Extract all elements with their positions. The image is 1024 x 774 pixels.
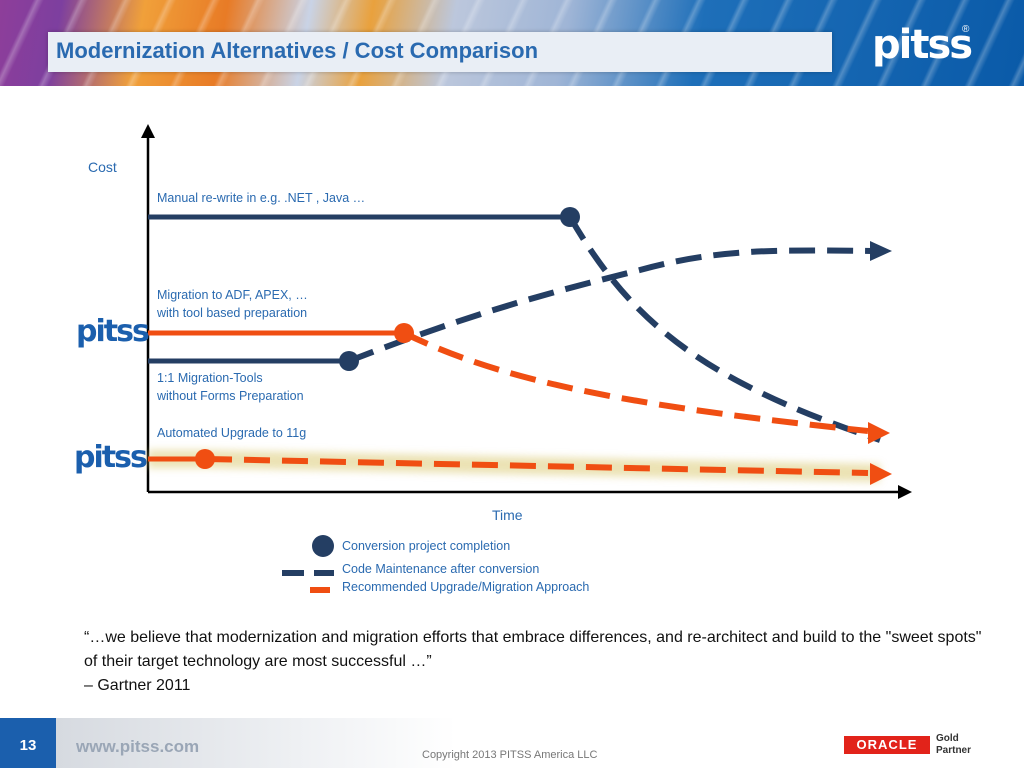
legend-maintenance: Code Maintenance after conversion xyxy=(342,562,540,576)
manual-rewrite-maintenance xyxy=(567,215,881,443)
footer-band xyxy=(56,718,456,768)
page-number: 13 xyxy=(0,718,56,768)
legend-recommended: Recommended Upgrade/Migration Approach xyxy=(342,580,590,594)
pitss-logo: pitss xyxy=(872,22,973,68)
website-link[interactable]: www.pitss.com xyxy=(76,737,200,756)
quote-source: – Gartner 2011 xyxy=(84,677,191,694)
quote-text: “…we believe that modernization and migr… xyxy=(84,629,982,670)
registered-mark: ® xyxy=(962,24,970,35)
pitss-logo-small-2: pitss xyxy=(74,440,148,475)
migration-tools-completion xyxy=(339,351,359,371)
x-axis-arrow xyxy=(898,485,912,499)
label-migration-adf-1: Migration to ADF, APEX, … xyxy=(157,288,308,302)
x-axis-label: Time xyxy=(492,507,523,523)
label-migration-tools-1: 1:1 Migration-Tools xyxy=(157,371,263,385)
automated-upgrade-arrow xyxy=(870,463,892,485)
gold-partner-label: Gold Partner xyxy=(936,733,971,757)
oracle-logo: ORACLE xyxy=(844,736,930,754)
partner-line-1: Gold xyxy=(936,733,959,744)
partner-line-2: Partner xyxy=(936,745,972,756)
migration-tools-maintenance xyxy=(347,247,873,364)
migration-adf-maintenance xyxy=(402,330,869,434)
pitss-logo-small-1: pitss xyxy=(76,314,150,349)
title-box: Modernization Alternatives / Cost Compar… xyxy=(48,32,832,72)
migration-adf-arrow xyxy=(868,422,890,444)
y-axis-arrow xyxy=(141,124,155,138)
label-migration-tools-2: without Forms Preparation xyxy=(157,389,304,403)
migration-adf-completion xyxy=(394,323,414,343)
automated-upgrade-completion xyxy=(195,449,215,469)
slide-title: Modernization Alternatives / Cost Compar… xyxy=(56,38,539,63)
label-manual-rewrite: Manual re-write in e.g. .NET , Java … xyxy=(157,191,366,205)
legend-completion: Conversion project completion xyxy=(342,539,511,553)
copyright-text: Copyright 2013 PITSS America LLC xyxy=(422,749,598,761)
automated-upgrade-maintenance xyxy=(205,456,869,476)
y-axis-label: Cost xyxy=(88,159,117,175)
manual-rewrite-completion xyxy=(560,207,580,227)
gartner-quote: “…we believe that modernization and migr… xyxy=(84,626,994,698)
label-automated-upgrade: Automated Upgrade to 11g xyxy=(157,426,307,440)
migration-tools-arrow xyxy=(870,241,892,261)
legend-completion-dot xyxy=(312,535,334,557)
label-migration-adf-2: with tool based preparation xyxy=(157,306,308,320)
